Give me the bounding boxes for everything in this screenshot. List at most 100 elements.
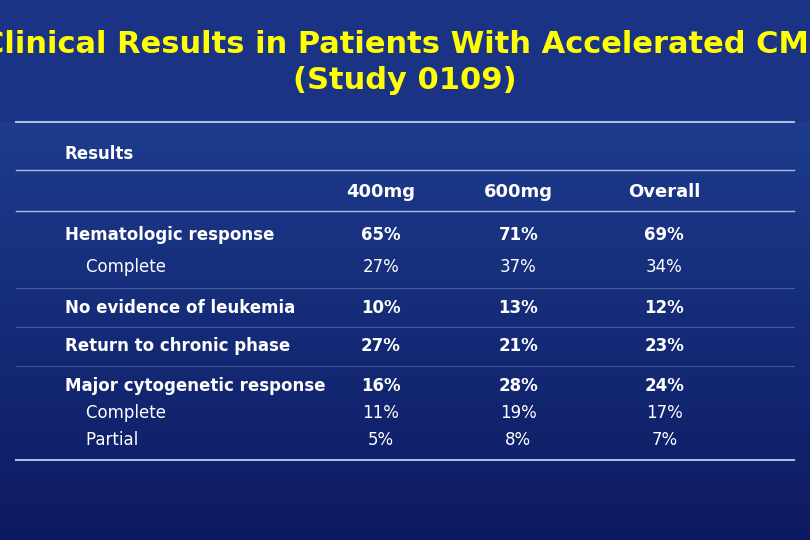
- Bar: [0, 221, 810, 224]
- Text: 10%: 10%: [361, 299, 400, 317]
- Bar: [0, 190, 810, 192]
- Text: Clinical Results in Patients With Accelerated CML
(Study 0109): Clinical Results in Patients With Accele…: [0, 30, 810, 94]
- Bar: [0, 308, 810, 310]
- Bar: [0, 485, 810, 487]
- Bar: [0, 519, 810, 521]
- Bar: [0, 382, 810, 384]
- Bar: [0, 11, 810, 12]
- Bar: [0, 356, 810, 359]
- Text: No evidence of leukemia: No evidence of leukemia: [65, 299, 295, 317]
- Bar: [0, 198, 810, 200]
- Bar: [0, 2, 810, 4]
- Bar: [0, 89, 810, 91]
- Bar: [0, 158, 810, 160]
- Bar: [0, 234, 810, 237]
- Bar: [0, 401, 810, 403]
- Bar: [0, 33, 810, 36]
- Bar: [0, 228, 810, 230]
- Bar: [0, 249, 810, 251]
- Bar: [0, 102, 810, 103]
- Bar: [0, 230, 810, 232]
- Bar: [0, 373, 810, 375]
- Text: 34%: 34%: [646, 258, 683, 276]
- Bar: [0, 135, 810, 137]
- Bar: [0, 445, 810, 447]
- Bar: [0, 279, 810, 281]
- Bar: [0, 46, 810, 49]
- Bar: [0, 240, 810, 242]
- Bar: [0, 156, 810, 158]
- Bar: [0, 289, 810, 291]
- Bar: [0, 133, 810, 135]
- Bar: [0, 460, 810, 462]
- Bar: [0, 186, 810, 188]
- Bar: [0, 103, 810, 105]
- Bar: [0, 207, 810, 209]
- Bar: [0, 470, 810, 472]
- Bar: [0, 192, 810, 194]
- Bar: [0, 498, 810, 500]
- Bar: [0, 209, 810, 211]
- Bar: [0, 49, 810, 51]
- Bar: [0, 32, 810, 33]
- Bar: [0, 28, 810, 30]
- Bar: [0, 377, 810, 380]
- Text: 600mg: 600mg: [484, 183, 553, 201]
- Bar: [0, 118, 810, 120]
- Text: Hematologic response: Hematologic response: [65, 226, 274, 244]
- Bar: [0, 42, 810, 44]
- Bar: [0, 57, 810, 59]
- Bar: [0, 536, 810, 538]
- Bar: [0, 70, 810, 72]
- Bar: [0, 510, 810, 512]
- Text: 21%: 21%: [498, 336, 539, 355]
- Bar: [0, 529, 810, 531]
- Bar: [0, 310, 810, 312]
- Bar: [0, 405, 810, 407]
- Bar: [0, 0, 810, 2]
- Bar: [0, 160, 810, 163]
- Bar: [0, 489, 810, 491]
- Bar: [0, 363, 810, 365]
- Bar: [0, 430, 810, 433]
- Text: 11%: 11%: [362, 404, 399, 422]
- Bar: [0, 171, 810, 173]
- Bar: [0, 95, 810, 97]
- Bar: [0, 219, 810, 221]
- Bar: [0, 30, 810, 32]
- Bar: [0, 342, 810, 344]
- Text: 24%: 24%: [644, 377, 684, 395]
- Bar: [0, 146, 810, 147]
- Bar: [0, 458, 810, 460]
- Bar: [0, 443, 810, 445]
- Bar: [0, 407, 810, 409]
- Bar: [0, 325, 810, 327]
- Text: Partial: Partial: [65, 431, 138, 449]
- Bar: [0, 331, 810, 333]
- Bar: [0, 428, 810, 430]
- Bar: [0, 211, 810, 213]
- Bar: [0, 521, 810, 523]
- Bar: [0, 435, 810, 437]
- Bar: [0, 361, 810, 363]
- Bar: [0, 9, 810, 11]
- Bar: [0, 242, 810, 245]
- Text: 69%: 69%: [644, 226, 684, 244]
- Bar: [0, 291, 810, 293]
- Bar: [0, 200, 810, 202]
- Bar: [0, 414, 810, 416]
- Bar: [0, 78, 810, 80]
- Bar: [0, 327, 810, 329]
- Bar: [0, 4, 810, 6]
- Bar: [0, 517, 810, 519]
- Text: Major cytogenetic response: Major cytogenetic response: [65, 377, 326, 395]
- Bar: [0, 150, 810, 152]
- Bar: [0, 348, 810, 350]
- Bar: [0, 217, 810, 219]
- Bar: [0, 76, 810, 78]
- Text: 19%: 19%: [500, 404, 537, 422]
- Bar: [0, 512, 810, 515]
- Bar: [0, 181, 810, 184]
- Bar: [0, 302, 810, 303]
- Bar: [0, 224, 810, 226]
